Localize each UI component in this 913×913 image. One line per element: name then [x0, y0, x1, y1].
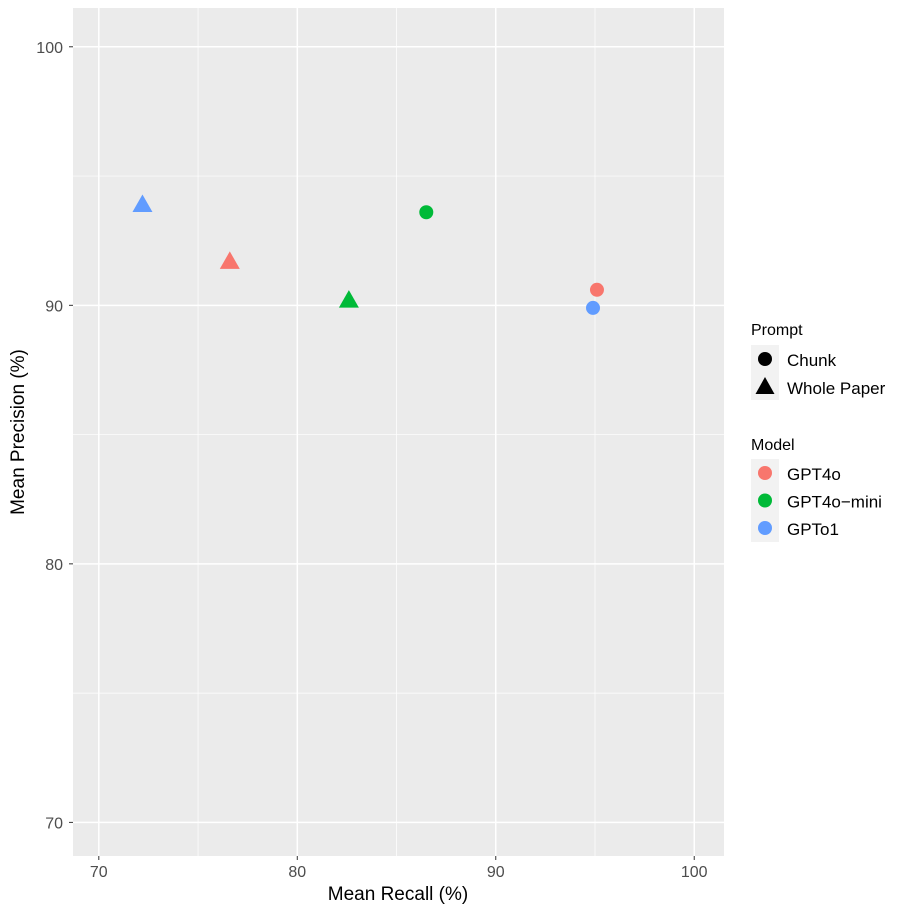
x-tick-label: 70 [90, 864, 108, 881]
y-axis-ticks: 70 80 90 100 [36, 40, 73, 832]
minor-gridlines [73, 8, 724, 856]
x-axis-ticks: 70 80 90 100 [90, 856, 708, 881]
point-gpto1-whole-paper [132, 194, 153, 212]
point-gpt4o-whole-paper [219, 251, 240, 269]
y-tick-label: 90 [45, 298, 63, 315]
legend-model: Model GPT4o GPT4o−mini GPTo1 [751, 437, 882, 542]
legend-chunk-label: Chunk [787, 351, 837, 370]
legend-whole-paper-key [755, 377, 775, 394]
x-axis-title: Mean Recall (%) [328, 884, 468, 905]
legend-chunk-key [758, 352, 772, 366]
y-tick-label: 80 [45, 557, 63, 574]
point-gpt4o-mini-whole-paper [338, 290, 359, 308]
legend-prompt: Prompt Chunk Whole Paper [751, 322, 886, 400]
point-gpto1-chunk [586, 300, 601, 315]
x-tick-label: 90 [487, 864, 505, 881]
point-gpt4o-chunk [589, 282, 604, 297]
legend-gpt4o-mini-key [758, 493, 772, 508]
y-axis-title: Mean Precision (%) [8, 349, 29, 515]
major-gridlines [73, 8, 724, 856]
legend-prompt-title: Prompt [751, 322, 803, 339]
x-tick-label: 80 [288, 864, 306, 881]
legend-gpt4o-key [758, 466, 772, 480]
plot-panel [73, 8, 724, 856]
y-tick-label: 70 [45, 815, 63, 832]
point-gpt4o-mini-chunk [419, 205, 434, 220]
x-tick-label: 100 [681, 864, 708, 881]
legend-model-title: Model [751, 437, 795, 454]
legend-whole-paper-label: Whole Paper [787, 379, 886, 398]
y-tick-label: 100 [36, 40, 63, 57]
legend-gpto1-key [758, 521, 772, 535]
legend-gpt4o-mini-label: GPT4o−mini [787, 493, 882, 512]
legend-gpto1-label: GPTo1 [787, 520, 839, 539]
data-points [132, 194, 604, 315]
legend-gpt4o-label: GPT4o [787, 465, 841, 484]
